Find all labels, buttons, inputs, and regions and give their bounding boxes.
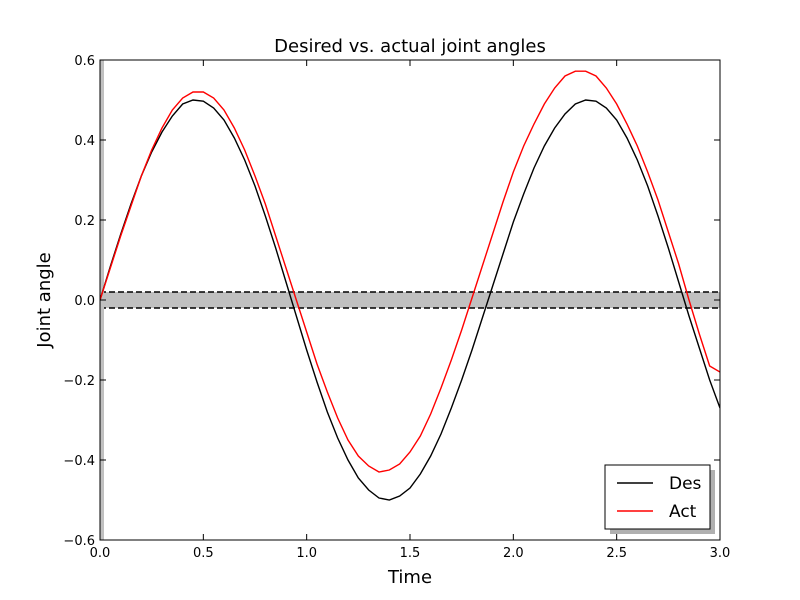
x-tick-label: 2.5	[606, 546, 627, 561]
y-tick-label: −0.2	[63, 374, 95, 389]
tolerance-band	[100, 291, 720, 309]
x-tick-label: 3.0	[710, 546, 731, 561]
chart-title: Desired vs. actual joint angles	[274, 36, 546, 57]
legend-box	[604, 464, 711, 530]
series-line-des	[100, 99, 720, 501]
y-tick-label: 0.2	[74, 214, 95, 229]
y-axis-label: Joint angle	[34, 252, 55, 348]
y-tick-label: 0.4	[74, 134, 95, 149]
x-tick-label: 0.0	[90, 546, 111, 561]
x-axis-label: Time	[387, 567, 432, 588]
y-tick-label: −0.6	[63, 534, 95, 549]
plot-area: 0.0 0.5 1.0 1.5 2.0 2.5 3.0 −0.6 −0.4 −0.2 0.0 0.2 0…	[63, 54, 730, 561]
y-tick-label: 0.0	[74, 294, 95, 309]
y-tick-label: −0.4	[63, 454, 95, 469]
series-line-act	[100, 70, 720, 473]
legend: Des Act	[604, 464, 715, 534]
x-tick-label: 0.5	[193, 546, 214, 561]
y-tick-label: 0.6	[74, 54, 95, 69]
tolerance-band-fill	[100, 292, 720, 308]
legend-label-des: Des	[669, 474, 702, 494]
x-tick-label: 1.5	[400, 546, 421, 561]
legend-label-act: Act	[669, 502, 697, 522]
x-tick-label: 2.0	[503, 546, 524, 561]
x-tick-label: 1.0	[296, 546, 317, 561]
